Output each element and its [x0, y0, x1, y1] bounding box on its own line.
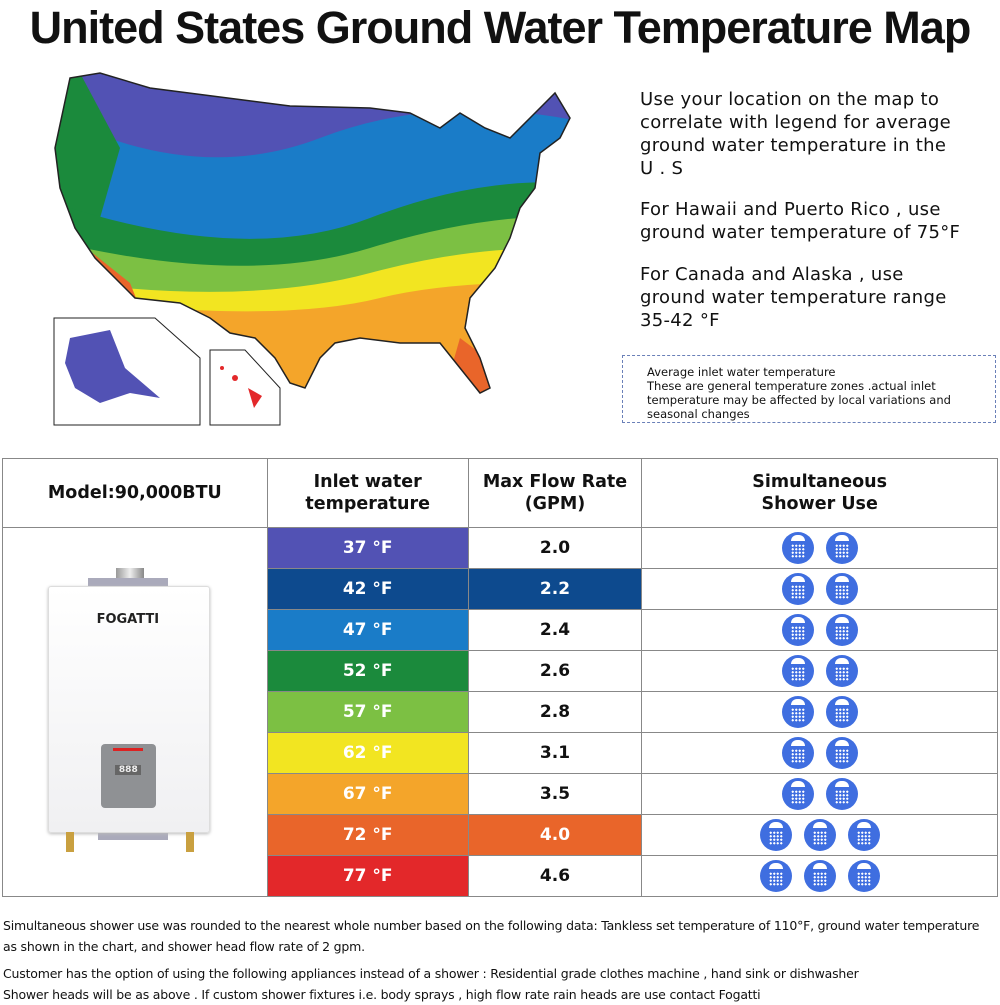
shower-icon — [825, 778, 858, 810]
location-instructions: Use your location on the map to correlate… — [640, 88, 951, 180]
shower-icon — [759, 819, 792, 851]
hawaii-note: For Hawaii and Puerto Rico , use ground w… — [640, 198, 960, 244]
note-line: seasonal changes — [647, 407, 750, 421]
shower-use-cell — [641, 527, 998, 569]
shower-icon — [759, 860, 792, 892]
inlet-temp-cell: 37 °F — [266, 527, 469, 569]
flow-rate-cell: 3.1 — [467, 732, 643, 774]
shower-icon — [825, 696, 858, 728]
info-line: For Hawaii and Puerto Rico , use — [640, 199, 941, 220]
inlet-temp-cell: 47 °F — [266, 609, 469, 651]
flow-rate-cell: 2.0 — [467, 527, 643, 569]
shower-icon — [781, 573, 814, 605]
shower-use-header: Simultaneous Shower Use — [641, 458, 998, 528]
temperature-disclaimer: Average inlet water temperature These are… — [622, 355, 996, 423]
canada-alaska-note: For Canada and Alaska , use ground water … — [640, 263, 947, 332]
info-line: U . S — [640, 158, 684, 179]
heater-image-cell: FOGATTI 888 — [2, 527, 268, 897]
us-ground-water-map — [53, 72, 571, 426]
shower-icon — [825, 655, 858, 687]
flow-rate-cell: 4.0 — [467, 814, 643, 856]
note-line: Average inlet water temperature — [647, 365, 836, 379]
shower-use-cell — [641, 732, 998, 774]
footnote-1: Simultaneous shower use was rounded to t… — [3, 915, 979, 957]
shower-icon — [781, 614, 814, 646]
flow-rate-table: Model:90,000BTU Inlet water temperature … — [2, 458, 998, 897]
shower-use-cell — [641, 568, 998, 610]
shower-icon — [781, 532, 814, 564]
water-heater-image: FOGATTI 888 — [40, 562, 230, 862]
shower-icon — [825, 532, 858, 564]
page-title: United States Ground Water Temperature M… — [29, 2, 972, 53]
shower-icon — [847, 860, 880, 892]
shower-icon — [803, 860, 836, 892]
table-row: 47 °F 2.4 — [3, 609, 998, 651]
shower-icon — [781, 655, 814, 687]
display-readout: 888 — [115, 765, 142, 775]
footnote-line: Simultaneous shower use was rounded to t… — [3, 918, 980, 933]
shower-icon — [825, 614, 858, 646]
info-line: ground water temperature of 75°F — [640, 222, 961, 243]
shower-icon — [781, 778, 814, 810]
flow-rate-cell: 2.6 — [467, 650, 643, 692]
footnote-2: Customer has the option of using the fol… — [3, 963, 859, 1005]
flow-rate-cell: 2.4 — [467, 609, 643, 651]
note-line: temperature may be affected by local var… — [647, 393, 951, 407]
inlet-temp-cell: 77 °F — [266, 855, 469, 897]
footnote-line: Customer has the option of using the fol… — [3, 966, 859, 981]
inlet-temp-cell: 72 °F — [266, 814, 469, 856]
shower-icon — [803, 819, 836, 851]
shower-icon — [825, 573, 858, 605]
shower-use-cell — [641, 650, 998, 692]
info-line: ground water temperature in the — [640, 135, 947, 156]
inlet-temp-cell: 52 °F — [266, 650, 469, 692]
shower-use-cell — [641, 814, 998, 856]
inlet-temp-cell: 62 °F — [266, 732, 469, 774]
inlet-temp-header: Inlet water temperature — [266, 458, 469, 528]
shower-use-cell — [641, 691, 998, 733]
footnote-line: Shower heads will be as above . If custo… — [3, 987, 761, 1002]
brand-logo: FOGATTI — [96, 612, 160, 627]
shower-icon — [825, 737, 858, 769]
table-row: 42 °F 2.2 — [3, 568, 998, 610]
info-line: 35-42 °F — [640, 310, 720, 331]
flow-rate-cell: 3.5 — [467, 773, 643, 815]
flow-rate-cell: 2.2 — [467, 568, 643, 610]
model-header: Model:90,000BTU — [2, 458, 268, 528]
inlet-temp-cell: 57 °F — [266, 691, 469, 733]
info-line: ground water temperature range — [640, 287, 947, 308]
footnote-line: as shown in the chart, and shower head f… — [3, 939, 365, 954]
info-line: Use your location on the map to — [640, 89, 940, 110]
flow-rate-cell: 2.8 — [467, 691, 643, 733]
note-line: These are general temperature zones .act… — [647, 379, 936, 393]
shower-use-cell — [641, 773, 998, 815]
info-line: For Canada and Alaska , use — [640, 264, 904, 285]
hawaii-inset — [209, 349, 281, 426]
inlet-temp-cell: 42 °F — [266, 568, 469, 610]
shower-use-cell — [641, 855, 998, 897]
table-row: 77 °F 4.6 — [3, 855, 998, 897]
alaska-inset — [53, 317, 201, 426]
info-line: correlate with legend for average — [640, 112, 952, 133]
shower-icon — [781, 696, 814, 728]
table-row: 72 °F 4.0 — [3, 814, 998, 856]
flow-rate-cell: 4.6 — [467, 855, 643, 897]
table-row: FOGATTI 888 37 °F 2.0 — [2, 527, 998, 897]
table-row: 67 °F 3.5 — [3, 773, 998, 815]
inlet-temp-cell: 67 °F — [266, 773, 469, 815]
table-row: 57 °F 2.8 — [3, 691, 998, 733]
flow-rate-header: Max Flow Rate (GPM) — [467, 458, 643, 528]
shower-use-cell — [641, 609, 998, 651]
shower-icon — [781, 737, 814, 769]
table-row: 62 °F 3.1 — [3, 732, 998, 774]
shower-icon — [847, 819, 880, 851]
